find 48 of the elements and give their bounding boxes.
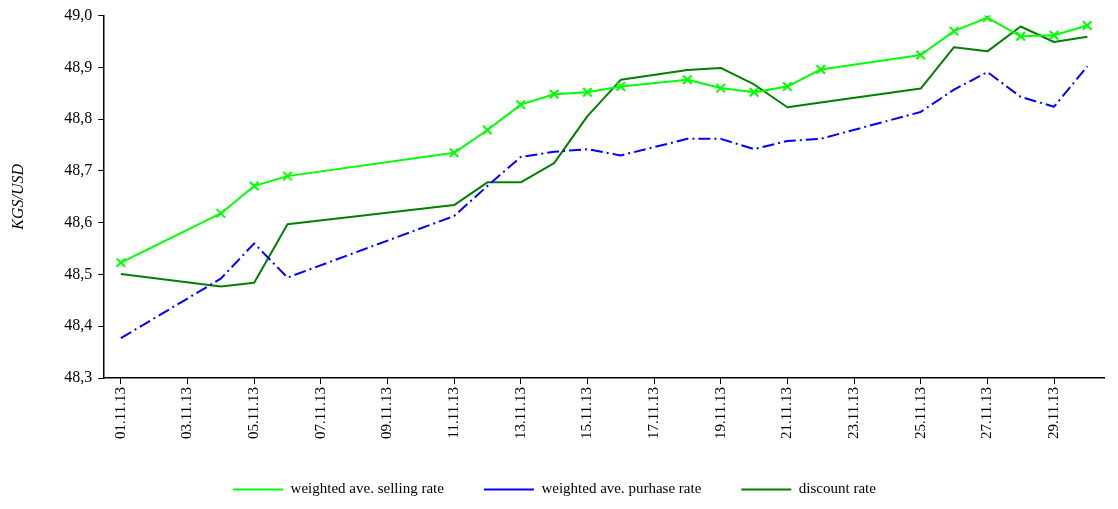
point bbox=[815, 64, 826, 75]
x-tick-label: 19.11.13 bbox=[711, 387, 728, 440]
point bbox=[1015, 31, 1026, 42]
point bbox=[615, 81, 627, 92]
x-tick-label: 07.11.13 bbox=[311, 387, 328, 440]
legend-label: discount rate bbox=[798, 480, 877, 497]
point bbox=[582, 86, 593, 98]
point bbox=[282, 170, 293, 182]
point bbox=[548, 89, 560, 100]
x-tick-label: 21.11.13 bbox=[778, 387, 795, 440]
point bbox=[715, 82, 726, 94]
y-tick-label: 48,7 bbox=[64, 161, 93, 179]
point bbox=[782, 81, 793, 92]
point bbox=[248, 180, 260, 192]
point bbox=[1082, 20, 1093, 31]
x-tick-label: 11.11.13 bbox=[445, 387, 462, 439]
x-tick-label: 27.11.13 bbox=[978, 387, 995, 440]
point bbox=[515, 99, 527, 110]
x-tick-label: 17.11.13 bbox=[645, 387, 662, 440]
x-tick-label: 29.11.13 bbox=[1044, 387, 1061, 440]
point bbox=[482, 124, 493, 136]
point bbox=[682, 74, 693, 86]
y-tick-label: 48,9 bbox=[64, 57, 93, 75]
line-series bbox=[119, 65, 1089, 340]
y-tick-label: 48,6 bbox=[64, 212, 93, 230]
point bbox=[448, 147, 460, 159]
legend-label: weighted ave. selling rate bbox=[290, 480, 445, 497]
x-tick-label: 13.11.13 bbox=[511, 387, 528, 440]
y-tick-label: 48,4 bbox=[64, 316, 93, 334]
point bbox=[748, 86, 760, 98]
point bbox=[1048, 30, 1060, 41]
x-tick-label: 01.11.13 bbox=[111, 387, 128, 440]
x-tick-label: 23.11.13 bbox=[844, 387, 861, 440]
x-tick-label: 15.11.13 bbox=[578, 387, 595, 440]
point bbox=[948, 25, 960, 37]
y-tick-label: 49,0 bbox=[64, 5, 93, 23]
x-tick-label: 09.11.13 bbox=[378, 387, 395, 440]
point bbox=[115, 257, 127, 268]
point bbox=[915, 49, 926, 61]
x-tick-label: 05.11.13 bbox=[245, 387, 262, 440]
point bbox=[215, 208, 227, 219]
x-tick-label: 25.11.13 bbox=[911, 387, 928, 440]
x-tick-label: 03.11.13 bbox=[178, 387, 195, 440]
legend-label: weighted ave. purhase rate bbox=[541, 480, 702, 497]
y-tick-label: 48,3 bbox=[64, 368, 93, 386]
y-tick-label: 48,5 bbox=[64, 264, 93, 282]
y-tick-label: 48,8 bbox=[64, 109, 93, 127]
y-axis-title: KGS/USD bbox=[8, 163, 26, 231]
